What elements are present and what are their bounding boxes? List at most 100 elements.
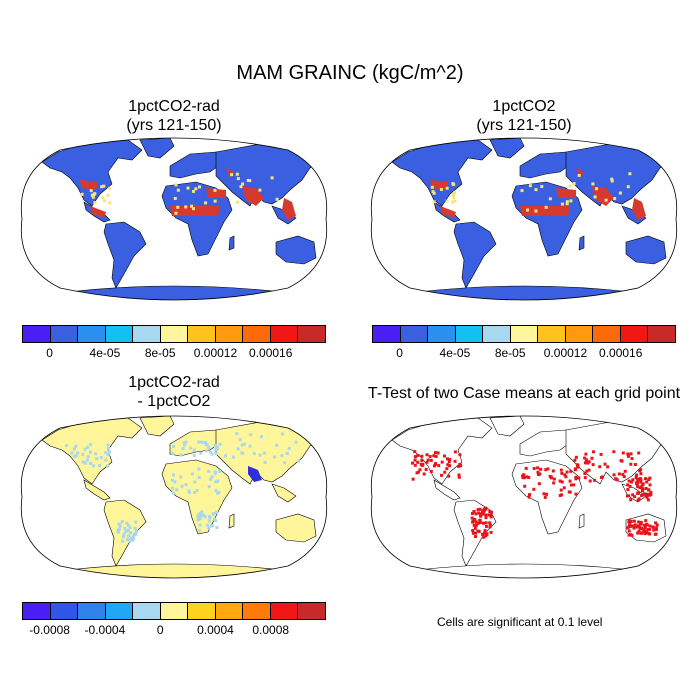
speckle-cell: [612, 473, 616, 477]
speckle-cell: [654, 521, 658, 525]
speckle-cell: [564, 475, 568, 479]
colorbar-1-swatch: [270, 326, 299, 342]
speckle-cell: [128, 539, 132, 543]
hotspot-region: [226, 168, 234, 178]
speckle-cell: [544, 205, 548, 209]
speckle-cell: [171, 478, 175, 482]
speckle-cell: [452, 183, 456, 187]
speckle-cell: [86, 455, 90, 459]
speckle-cell: [197, 476, 201, 480]
speckle-cell: [241, 182, 245, 186]
colorbar-3-tick-label: 0.0004: [197, 623, 234, 637]
speckle-cell: [205, 449, 209, 453]
speckle-cell: [201, 441, 205, 445]
speckle-cell: [100, 185, 104, 189]
speckle-cell: [577, 476, 581, 480]
colorbar-1-swatch: [133, 326, 161, 342]
speckle-cell: [214, 448, 218, 452]
speckle-cell: [521, 476, 525, 480]
speckle-cell: [643, 526, 647, 530]
colorbar-3-tick-label: -0.0004: [84, 623, 126, 637]
panel-3-title-line1: 1pctCO2-rad: [128, 374, 220, 391]
colorbar-2-swatch: [483, 326, 511, 342]
speckle-cell: [629, 452, 633, 456]
speckle-cell: [634, 476, 638, 480]
speckle-cell: [485, 532, 489, 536]
speckle-cell: [637, 525, 641, 529]
speckle-cell: [196, 513, 200, 517]
map-outline: [20, 415, 328, 579]
speckle-cell: [447, 474, 451, 478]
speckle-cell: [636, 498, 640, 502]
hotspot-region: [556, 188, 576, 198]
speckle-cell: [648, 476, 652, 480]
speckle-cell: [482, 509, 486, 513]
speckle-cell: [481, 532, 485, 536]
speckle-cell: [537, 482, 541, 486]
speckle-cell: [626, 494, 630, 498]
continent-australia: [625, 235, 667, 265]
speckle-cell: [643, 532, 647, 536]
speckle-cell: [584, 461, 588, 465]
speckle-cell: [74, 444, 78, 448]
speckle-cell: [133, 526, 137, 530]
speckle-cell: [106, 193, 110, 197]
speckle-cell: [572, 182, 576, 186]
speckle-cell: [433, 451, 437, 455]
speckle-cell: [116, 530, 120, 534]
speckle-cell: [560, 202, 564, 206]
speckle-cell: [474, 523, 478, 527]
speckle-cell: [626, 526, 630, 530]
speckle-cell: [273, 455, 277, 459]
speckle-cell: [241, 451, 245, 455]
speckle-cell: [425, 453, 429, 457]
speckle-cell: [205, 443, 209, 447]
speckle-cell: [639, 468, 643, 472]
speckle-cell: [626, 452, 630, 456]
hotspot-region: [440, 206, 456, 218]
panel-3-title-line2: - 1pctCO2: [137, 393, 211, 410]
speckle-cell: [633, 463, 637, 467]
speckle-cell: [231, 455, 235, 459]
speckle-cell: [453, 450, 457, 454]
continent-antarctica: [417, 563, 633, 578]
speckle-cell: [440, 460, 444, 464]
speckle-cell: [489, 513, 493, 517]
speckle-cell: [195, 489, 199, 493]
speckle-cell: [223, 454, 227, 458]
speckle-cell: [610, 179, 614, 183]
hotspot-region: [576, 168, 584, 178]
speckle-cell: [416, 460, 420, 464]
speckle-cell: [636, 478, 640, 482]
speckle-cell: [176, 205, 180, 209]
speckle-cell: [540, 185, 544, 189]
continent-europe: [519, 151, 575, 179]
colorbar-1-tick-label: 0.00012: [193, 346, 238, 360]
speckle-cell: [248, 179, 252, 183]
speckle-cell: [645, 495, 649, 499]
speckle-cell: [552, 481, 556, 485]
speckle-cell: [453, 199, 457, 203]
speckle-cell: [198, 529, 202, 533]
speckle-cell: [194, 187, 198, 191]
speckle-cell: [249, 433, 253, 437]
speckle-cell: [207, 526, 211, 530]
speckle-cell: [198, 517, 202, 521]
speckle-cell: [218, 442, 222, 446]
speckle-cell: [179, 453, 183, 457]
speckle-cell: [199, 451, 203, 455]
colorbar-1-tick-label: 4e-05: [89, 346, 121, 360]
speckle-cell: [477, 511, 481, 515]
speckle-cell: [528, 184, 532, 188]
speckle-cell: [83, 447, 87, 451]
speckle-cell: [639, 531, 643, 535]
speckle-cell: [124, 530, 128, 534]
speckle-cell: [628, 523, 632, 527]
speckle-cell: [198, 512, 202, 516]
speckle-cell: [80, 192, 84, 196]
speckle-cell: [451, 200, 455, 204]
speckle-cell: [263, 460, 267, 464]
speckle-cell: [641, 487, 645, 491]
speckle-cell: [453, 459, 457, 463]
speckle-cell: [473, 526, 477, 530]
